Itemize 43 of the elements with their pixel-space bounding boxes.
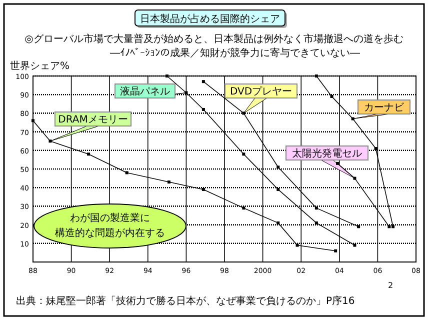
text: ―ｲﾉﾍﾞｰｼｮﾝの成果／知財が競争力に寄与できていない― bbox=[110, 47, 360, 59]
point bbox=[242, 112, 246, 115]
point bbox=[392, 225, 395, 228]
series-label: DRAMメモリー bbox=[58, 114, 128, 126]
point bbox=[276, 166, 280, 169]
point bbox=[202, 108, 205, 111]
series-label: カーナビ bbox=[364, 102, 405, 114]
point bbox=[314, 206, 318, 210]
point bbox=[351, 117, 354, 120]
point bbox=[357, 225, 360, 228]
point bbox=[276, 188, 280, 191]
point bbox=[353, 176, 356, 180]
source-note: 出典：妹尾堅一郎著「技術力で勝る日本が、なぜ事業で負けるのか」P序16 bbox=[16, 295, 355, 307]
point bbox=[336, 162, 339, 165]
point bbox=[296, 244, 299, 247]
point bbox=[167, 180, 170, 184]
annotation: 構造的な問題が内在する bbox=[55, 227, 165, 239]
point bbox=[48, 140, 52, 143]
point bbox=[276, 221, 280, 224]
point bbox=[32, 119, 34, 122]
point bbox=[125, 171, 128, 174]
point bbox=[202, 80, 205, 84]
point bbox=[87, 152, 90, 156]
text: 2 bbox=[388, 281, 394, 290]
point bbox=[353, 244, 356, 247]
point bbox=[166, 74, 169, 78]
series-label: 液晶パネル bbox=[120, 86, 170, 98]
point bbox=[314, 221, 318, 224]
chart-subtitle: ◎グローバル市場で大量普及が始めると、日本製品は例外なく市場撤退への道を歩む bbox=[24, 33, 404, 45]
series-label: DVDプレヤー bbox=[230, 86, 292, 98]
y-axis-title: 世界シェア% bbox=[10, 60, 70, 72]
series-label: 太陽光発電セル bbox=[292, 148, 362, 160]
point bbox=[334, 249, 338, 252]
point bbox=[374, 147, 378, 150]
point bbox=[242, 206, 246, 210]
point bbox=[388, 225, 391, 228]
point bbox=[314, 74, 318, 78]
point bbox=[184, 91, 188, 94]
chart-title: 日本製品が占める国際的シェア bbox=[140, 13, 280, 25]
point bbox=[202, 188, 205, 191]
point bbox=[330, 94, 334, 98]
point bbox=[242, 152, 246, 156]
annotation: わが国の製造業に bbox=[70, 212, 150, 224]
